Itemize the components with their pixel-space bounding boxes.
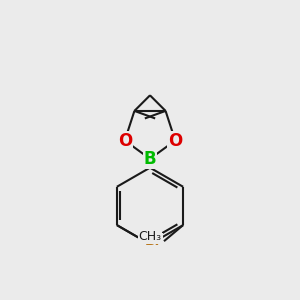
Text: O: O bbox=[168, 131, 182, 149]
Text: Br: Br bbox=[145, 234, 163, 248]
Text: CH₃: CH₃ bbox=[139, 230, 162, 243]
Text: O: O bbox=[118, 131, 132, 149]
Text: B: B bbox=[144, 150, 156, 168]
